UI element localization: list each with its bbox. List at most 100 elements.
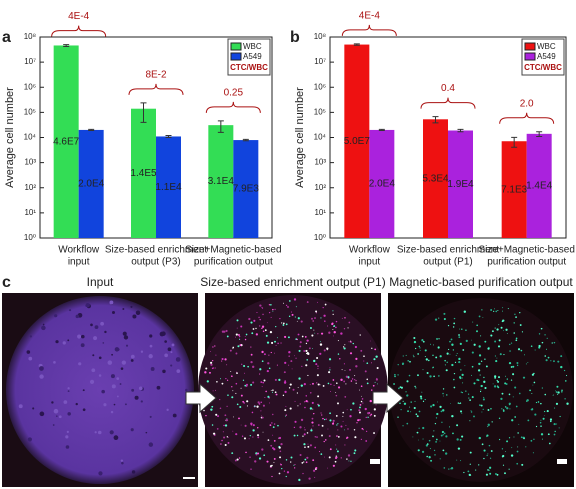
cell-dot [350, 460, 352, 462]
cell-dot [440, 410, 443, 413]
annotation: 0.4 [441, 83, 455, 94]
cell-dot [111, 384, 116, 389]
cell-dot [473, 415, 475, 418]
cell-dot [94, 325, 99, 330]
cell-dot [374, 348, 377, 351]
cell-dot [561, 391, 563, 393]
image-title: Size-based enrichment output (P1) [200, 275, 385, 289]
cell-dot [518, 423, 520, 425]
cell-dot [453, 378, 455, 381]
cell-dot [453, 373, 456, 375]
cell-dot [315, 363, 318, 366]
x-tick-label: output (P3) [131, 257, 180, 268]
cell-dot [215, 389, 217, 391]
cell-dot [504, 382, 507, 385]
cell-dot [267, 439, 270, 441]
cell-dot [471, 374, 472, 376]
cell-dot [299, 345, 302, 348]
cell-dot [346, 458, 348, 460]
cell-dot [556, 385, 559, 388]
cell-dot [262, 330, 265, 332]
cell-dot [498, 324, 500, 326]
cell-dot [331, 422, 335, 425]
cell-dot [236, 372, 238, 374]
cell-dot [446, 352, 449, 355]
cell-dot [541, 387, 544, 389]
cell-dot [322, 385, 325, 387]
cell-dot [503, 353, 505, 356]
cell-dot [373, 358, 376, 361]
cell-dot [547, 356, 550, 359]
cell-dot [170, 351, 173, 354]
x-tick-label: purification output [194, 257, 273, 268]
cell-dot [442, 392, 444, 395]
legend-note: CTC/WBC [230, 63, 268, 72]
cell-dot [286, 471, 290, 474]
value-label: 2.0E4 [369, 179, 396, 190]
cell-dot [409, 360, 411, 363]
cell-dot [311, 382, 314, 385]
cell-dot [335, 455, 337, 457]
y-tick-label: 10⁸ [314, 32, 326, 41]
bar [233, 140, 259, 238]
cell-dot [493, 385, 497, 388]
cell-dot [516, 362, 519, 365]
cell-dot [332, 379, 335, 381]
cell-dot [458, 357, 461, 361]
cell-dot [261, 386, 263, 388]
cell-dot [214, 345, 216, 347]
cell-dot [232, 390, 234, 392]
cell-dot [268, 311, 271, 314]
cell-dot [457, 402, 460, 404]
legend-swatch [230, 42, 242, 51]
cell-dot [316, 382, 318, 384]
cell-dot [248, 438, 250, 440]
cell-dot [272, 308, 274, 311]
legend-label: A549 [243, 52, 262, 61]
cell-dot [159, 331, 165, 337]
cell-dot [240, 387, 242, 389]
cell-dot [453, 322, 456, 325]
cell-dot [221, 382, 224, 385]
cell-dot [337, 402, 339, 405]
cell-dot [470, 474, 472, 476]
cell-dot [330, 383, 332, 386]
cell-dot [278, 472, 281, 475]
cell-dot [274, 352, 275, 354]
cell-dot [432, 435, 434, 438]
cell-dot [545, 359, 548, 362]
bar [78, 129, 104, 238]
cell-dot [288, 355, 290, 357]
cell-dot [538, 344, 541, 348]
cell-dot [258, 325, 261, 327]
cell-dot [515, 337, 518, 340]
cell-dot [283, 302, 285, 304]
cell-dot [490, 334, 493, 337]
cell-dot [26, 350, 31, 354]
cell-dot [258, 457, 262, 460]
cell-dot [419, 395, 423, 398]
cell-dot [415, 387, 417, 389]
cell-dot [210, 361, 213, 364]
cell-dot [149, 415, 152, 418]
cell-dot [402, 425, 404, 427]
cell-dot [340, 425, 343, 428]
cell-dot [305, 353, 308, 355]
cell-dot [312, 459, 315, 462]
cell-dot [541, 438, 543, 440]
cell-dot [418, 427, 420, 429]
cell-dot [455, 354, 457, 356]
cell-dot [301, 461, 304, 464]
cell-dot [366, 382, 369, 385]
cell-dot [269, 402, 270, 404]
cell-dot [490, 309, 493, 311]
cell-dot [317, 424, 320, 426]
cell-dot [256, 405, 259, 408]
cell-dot [436, 412, 439, 416]
cell-dot [414, 385, 416, 388]
cell-dot [337, 386, 341, 389]
cell-dot [489, 472, 492, 475]
cell-dot [343, 380, 346, 383]
cell-dot [461, 435, 464, 438]
cell-dot [283, 381, 287, 384]
